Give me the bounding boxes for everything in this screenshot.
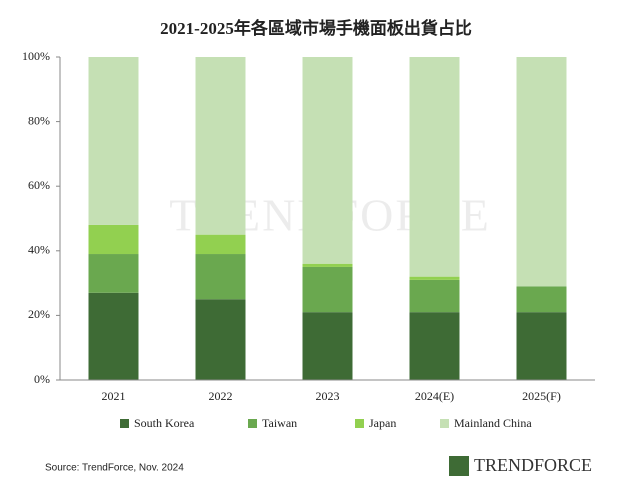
bar-segment bbox=[409, 276, 460, 280]
y-tick-label: 100% bbox=[22, 49, 50, 63]
bar-segment bbox=[88, 224, 139, 255]
source: Source: TrendForce, Nov. 2024 bbox=[45, 463, 184, 474]
y-tick-label: 40% bbox=[28, 243, 50, 257]
bar-segment bbox=[302, 57, 353, 264]
bar-segment bbox=[302, 263, 353, 267]
x-tick-label: 2022 bbox=[209, 389, 233, 403]
legend-label: Japan bbox=[369, 416, 396, 430]
bar-segment bbox=[88, 292, 139, 380]
bar-segment bbox=[195, 234, 246, 255]
bar-segment bbox=[516, 57, 567, 287]
bar-segment bbox=[302, 312, 353, 380]
bar-segment bbox=[409, 57, 460, 277]
x-tick-label: 2025(F) bbox=[522, 389, 561, 403]
x-tick-label: 2024(E) bbox=[415, 389, 454, 403]
bar-segment bbox=[516, 286, 567, 313]
bar-segment bbox=[409, 312, 460, 380]
y-tick-label: 60% bbox=[28, 178, 50, 192]
y-tick-label: 80% bbox=[28, 113, 50, 127]
y-tick-label: 0% bbox=[34, 372, 50, 386]
y-tick-label: 20% bbox=[28, 307, 50, 321]
x-tick-label: 2023 bbox=[316, 389, 340, 403]
legend-label: South Korea bbox=[134, 416, 195, 430]
legend-swatch bbox=[440, 419, 449, 428]
bar-segment bbox=[195, 57, 246, 235]
bar-segment bbox=[88, 57, 139, 225]
logo: TRENDFORCE bbox=[474, 455, 592, 475]
legend-label: Taiwan bbox=[262, 416, 297, 430]
chart-title: 2021-2025年各區域市場手機面板出貨占比 bbox=[160, 18, 472, 38]
bar-segment bbox=[88, 254, 139, 293]
legend-label: Mainland China bbox=[454, 416, 532, 430]
bar-segment bbox=[195, 299, 246, 380]
logo-icon bbox=[449, 456, 469, 476]
bar-segment bbox=[195, 254, 246, 300]
bar-segment bbox=[516, 312, 567, 380]
legend-swatch bbox=[248, 419, 257, 428]
bar-segment bbox=[302, 266, 353, 313]
bar-segment bbox=[409, 279, 460, 313]
legend-swatch bbox=[120, 419, 129, 428]
x-tick-label: 2021 bbox=[102, 389, 126, 403]
legend-swatch bbox=[355, 419, 364, 428]
